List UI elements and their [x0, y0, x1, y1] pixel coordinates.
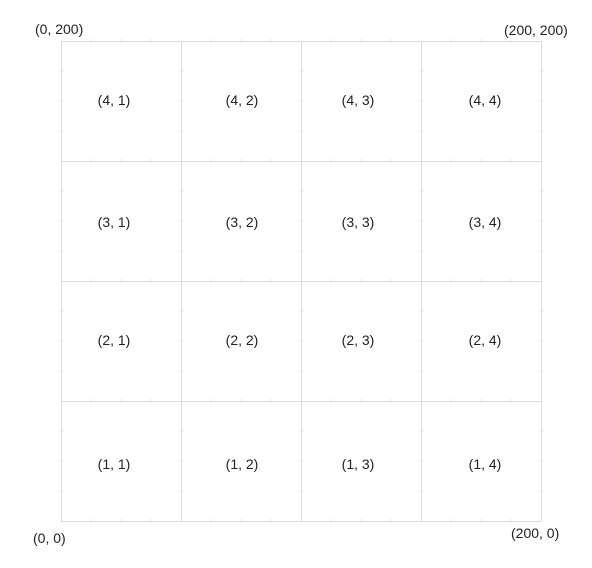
- corner-label-top-left: (0, 200): [35, 21, 84, 37]
- cell-label: (2, 2): [225, 332, 259, 348]
- cell-label: (2, 3): [341, 332, 375, 348]
- corner-label-top-right: (200, 200): [504, 22, 568, 38]
- cell-label: (4, 1): [97, 92, 131, 108]
- cell-label: (1, 2): [225, 456, 259, 472]
- cell-label: (2, 1): [97, 332, 131, 348]
- cell-label: (1, 3): [341, 456, 375, 472]
- cell-label: (1, 1): [97, 456, 131, 472]
- cell-label: (4, 4): [468, 92, 502, 108]
- cell-label: (3, 1): [97, 214, 131, 230]
- cell-label: (3, 2): [225, 214, 259, 230]
- cell-label: (4, 3): [341, 92, 375, 108]
- cell-label: (4, 2): [225, 92, 259, 108]
- grid-lines: [61, 41, 542, 522]
- cell-label: (3, 4): [468, 214, 502, 230]
- corner-label-bottom-left: (0, 0): [33, 530, 66, 546]
- cell-label: (2, 4): [468, 332, 502, 348]
- cell-label: (3, 3): [341, 214, 375, 230]
- cell-label: (1, 4): [468, 456, 502, 472]
- corner-label-bottom-right: (200, 0): [511, 525, 560, 541]
